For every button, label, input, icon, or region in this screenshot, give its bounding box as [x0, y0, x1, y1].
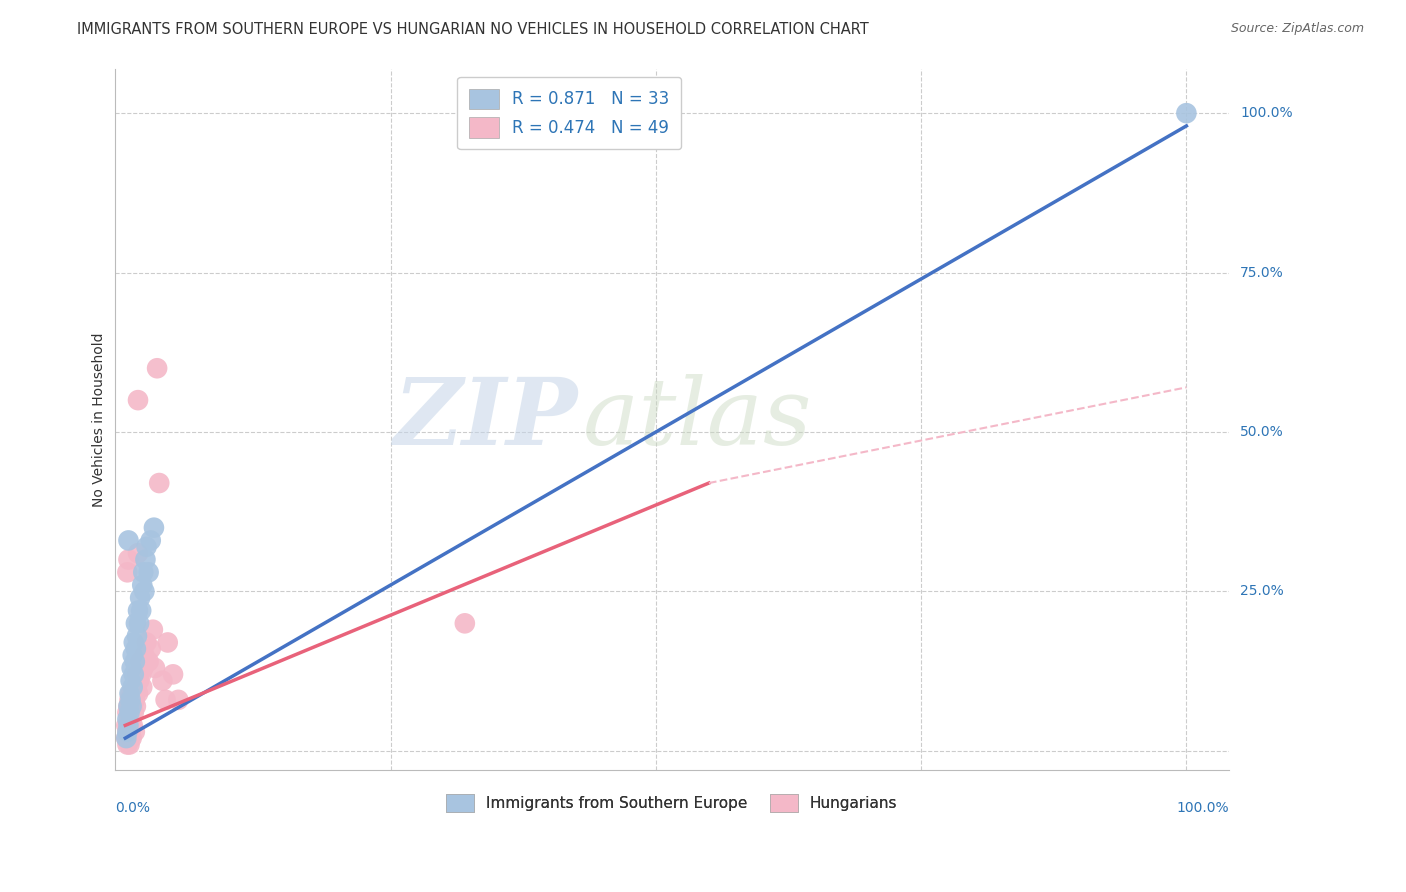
- Point: [117, 706, 139, 720]
- Point: [152, 673, 174, 688]
- Point: [125, 699, 148, 714]
- Point: [125, 616, 148, 631]
- Text: 50.0%: 50.0%: [1240, 425, 1284, 439]
- Point: [454, 616, 477, 631]
- Point: [115, 731, 138, 745]
- Point: [132, 661, 155, 675]
- Point: [146, 361, 169, 376]
- Point: [132, 566, 155, 580]
- Legend: Immigrants from Southern Europe, Hungarians: Immigrants from Southern Europe, Hungari…: [440, 788, 904, 819]
- Point: [117, 718, 139, 732]
- Point: [125, 667, 148, 681]
- Point: [117, 731, 139, 745]
- Point: [129, 604, 152, 618]
- Point: [117, 552, 139, 566]
- Point: [125, 641, 148, 656]
- Point: [121, 648, 143, 663]
- Y-axis label: No Vehicles in Household: No Vehicles in Household: [93, 332, 107, 507]
- Point: [118, 706, 141, 720]
- Point: [122, 706, 145, 720]
- Point: [128, 673, 150, 688]
- Point: [117, 718, 139, 732]
- Point: [121, 718, 143, 732]
- Point: [124, 693, 146, 707]
- Text: 100.0%: 100.0%: [1177, 800, 1229, 814]
- Point: [138, 566, 160, 580]
- Point: [121, 712, 143, 726]
- Point: [117, 699, 139, 714]
- Point: [135, 635, 157, 649]
- Point: [162, 667, 184, 681]
- Point: [139, 533, 162, 548]
- Point: [118, 712, 141, 726]
- Text: 75.0%: 75.0%: [1240, 266, 1284, 279]
- Point: [120, 693, 142, 707]
- Point: [134, 552, 156, 566]
- Text: atlas: atlas: [582, 375, 813, 464]
- Point: [121, 699, 143, 714]
- Point: [122, 667, 145, 681]
- Point: [117, 738, 139, 752]
- Text: ZIP: ZIP: [392, 375, 576, 464]
- Point: [117, 712, 139, 726]
- Point: [131, 578, 153, 592]
- Point: [142, 521, 165, 535]
- Point: [134, 648, 156, 663]
- Point: [125, 680, 148, 694]
- Point: [167, 693, 190, 707]
- Point: [124, 724, 146, 739]
- Point: [118, 686, 141, 700]
- Point: [121, 661, 143, 675]
- Text: 0.0%: 0.0%: [115, 800, 149, 814]
- Point: [131, 680, 153, 694]
- Text: IMMIGRANTS FROM SOUTHERN EUROPE VS HUNGARIAN NO VEHICLES IN HOUSEHOLD CORRELATIO: IMMIGRANTS FROM SOUTHERN EUROPE VS HUNGA…: [77, 22, 869, 37]
- Text: 100.0%: 100.0%: [1240, 106, 1292, 120]
- Point: [122, 635, 145, 649]
- Point: [127, 604, 149, 618]
- Point: [127, 546, 149, 560]
- Point: [115, 731, 138, 745]
- Text: Source: ZipAtlas.com: Source: ZipAtlas.com: [1230, 22, 1364, 36]
- Point: [120, 673, 142, 688]
- Point: [1175, 106, 1198, 120]
- Point: [127, 686, 149, 700]
- Point: [138, 655, 160, 669]
- Point: [117, 699, 139, 714]
- Point: [117, 724, 139, 739]
- Point: [121, 731, 143, 745]
- Point: [129, 667, 152, 681]
- Point: [148, 476, 170, 491]
- Point: [124, 655, 146, 669]
- Point: [118, 738, 141, 752]
- Text: 25.0%: 25.0%: [1240, 584, 1284, 599]
- Point: [115, 718, 138, 732]
- Point: [117, 566, 139, 580]
- Point: [125, 629, 148, 643]
- Point: [134, 584, 156, 599]
- Point: [122, 686, 145, 700]
- Point: [139, 641, 162, 656]
- Point: [117, 533, 139, 548]
- Point: [128, 616, 150, 631]
- Point: [121, 699, 143, 714]
- Point: [127, 393, 149, 408]
- Point: [129, 655, 152, 669]
- Point: [120, 724, 142, 739]
- Point: [120, 706, 142, 720]
- Point: [135, 540, 157, 554]
- Point: [129, 591, 152, 605]
- Point: [121, 680, 143, 694]
- Point: [143, 661, 166, 675]
- Point: [156, 635, 179, 649]
- Point: [118, 693, 141, 707]
- Point: [142, 623, 165, 637]
- Point: [155, 693, 177, 707]
- Point: [117, 724, 139, 739]
- Point: [120, 686, 142, 700]
